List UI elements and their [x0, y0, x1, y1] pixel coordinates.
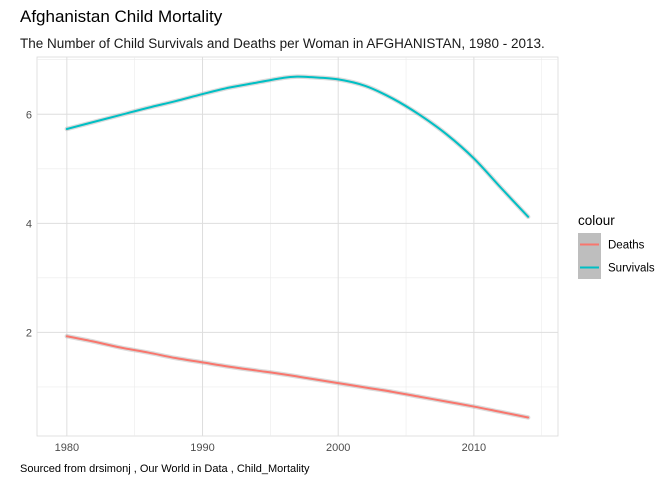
y-tick-label: 2 [26, 327, 32, 339]
x-tick-label: 1980 [55, 442, 79, 454]
x-tick-label: 2000 [326, 442, 350, 454]
y-tick-label: 4 [26, 218, 32, 230]
legend: colour Deaths Survivals [578, 213, 655, 279]
y-axis: 2 4 6 [26, 109, 32, 339]
y-tick-label: 6 [26, 109, 32, 121]
x-tick-label: 1990 [190, 442, 214, 454]
chart-caption: Sourced from drsimonj , Our World in Dat… [20, 463, 310, 475]
legend-label-deaths: Deaths [608, 240, 645, 252]
plot-panel [36, 56, 559, 437]
chart-subtitle: The Number of Child Survivals and Deaths… [20, 36, 545, 51]
series-layer [64, 74, 531, 420]
legend-title: colour [578, 213, 615, 228]
legend-label-survivals: Survivals [608, 263, 655, 275]
chart-title: Afghanistan Child Mortality [20, 7, 223, 26]
x-tick-label: 2010 [462, 442, 486, 454]
major-grid [37, 57, 558, 436]
x-axis: 1980 1990 2000 2010 [55, 442, 487, 454]
panel-border [36, 56, 559, 437]
deaths-line [65, 335, 530, 419]
survivals-line [65, 75, 530, 218]
survivals-ribbon [64, 74, 531, 220]
